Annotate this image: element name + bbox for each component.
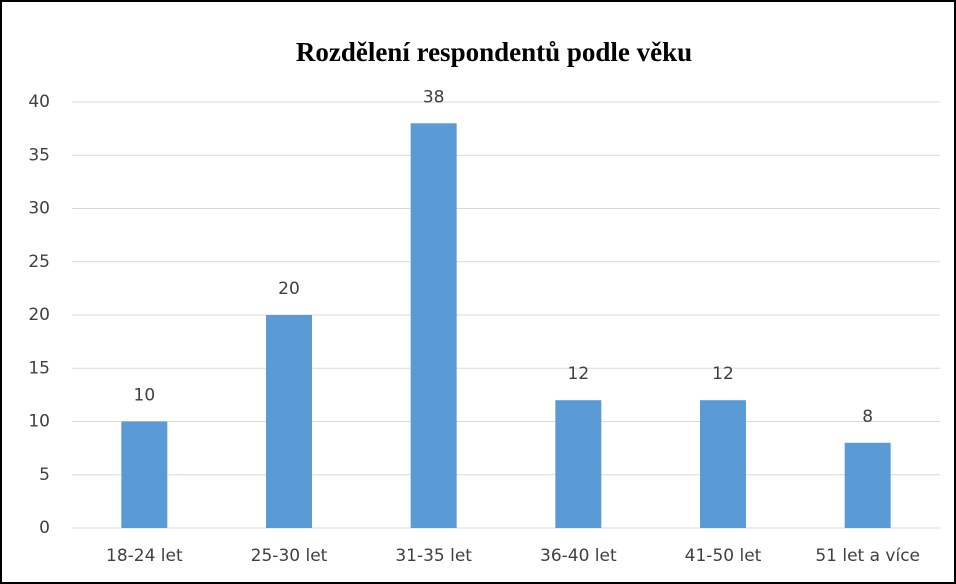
bar (700, 400, 746, 528)
x-tick-label: 51 let a více (815, 546, 920, 566)
x-tick-label: 41-50 let (685, 546, 762, 566)
data-label: 8 (862, 407, 873, 427)
data-label: 38 (423, 87, 445, 107)
x-tick-label: 25-30 let (251, 546, 328, 566)
y-tick-label: 25 (28, 252, 50, 272)
bar (266, 315, 312, 528)
x-tick-label: 36-40 let (540, 546, 617, 566)
bar (555, 400, 602, 528)
y-tick-label: 10 (28, 412, 50, 432)
data-label: 20 (278, 279, 300, 299)
bar (844, 442, 891, 528)
y-tick-label: 20 (28, 305, 50, 325)
x-tick-label: 31-35 let (395, 546, 472, 566)
x-tick-label: 18-24 let (106, 546, 183, 566)
bar (410, 123, 457, 529)
data-label: 12 (712, 364, 734, 384)
y-tick-label: 30 (28, 199, 50, 219)
y-tick-label: 5 (39, 465, 50, 485)
y-tick-label: 0 (39, 518, 50, 538)
y-tick-label: 40 (28, 92, 50, 112)
bar (121, 421, 168, 528)
data-label: 10 (134, 386, 156, 406)
chart-title: Rozdělení respondentů podle věku (296, 37, 692, 67)
y-tick-label: 15 (28, 358, 50, 378)
y-tick-label: 35 (28, 145, 50, 165)
data-label: 12 (568, 364, 590, 384)
